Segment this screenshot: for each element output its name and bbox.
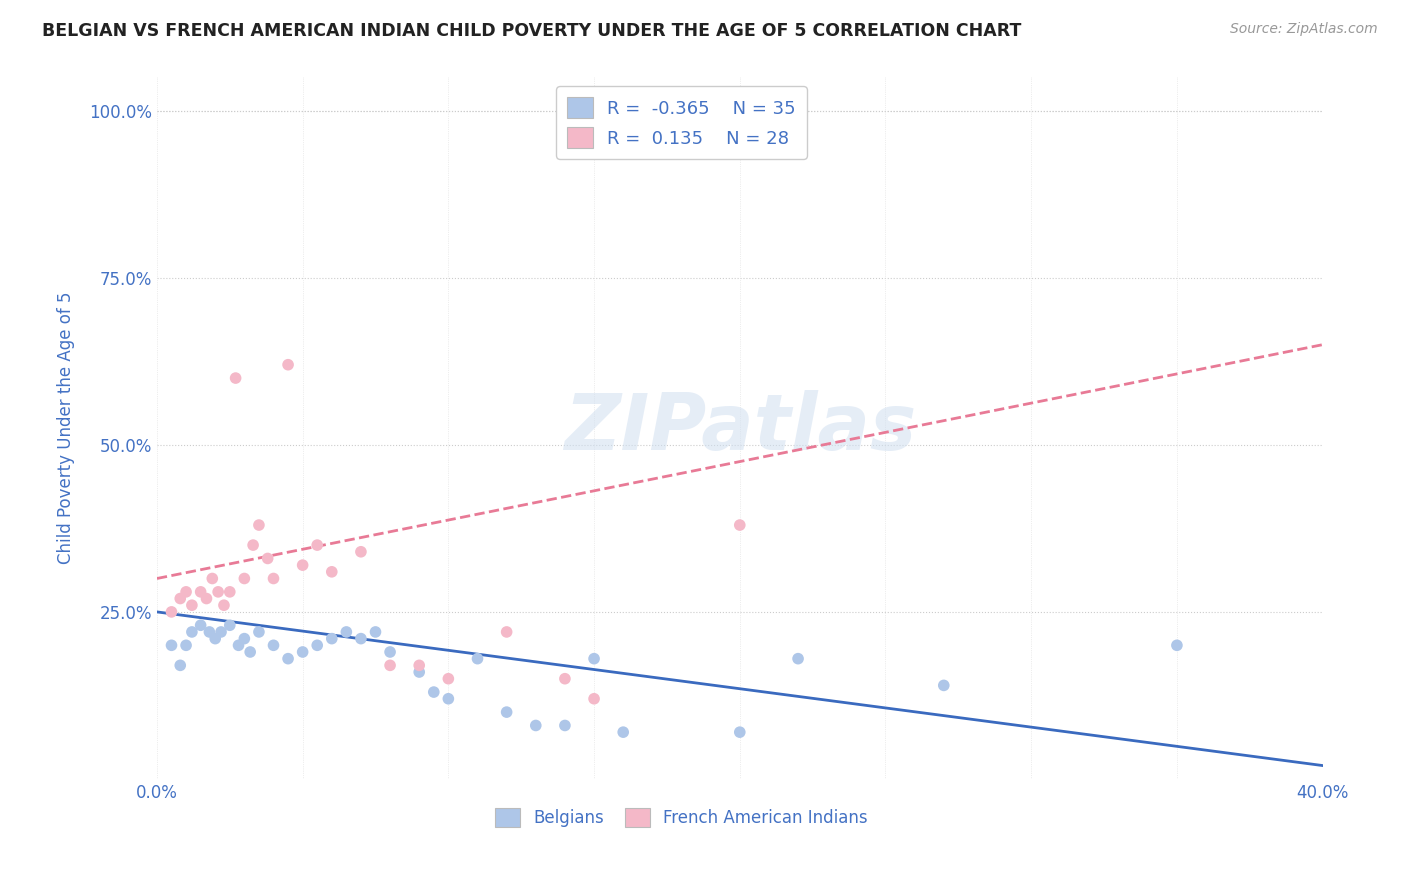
Point <box>190 585 212 599</box>
Point <box>583 651 606 665</box>
Point <box>291 558 314 573</box>
Point <box>180 624 202 639</box>
Point <box>554 718 576 732</box>
Point <box>207 585 229 599</box>
Point <box>1166 638 1188 652</box>
Legend: Belgians, French American Indians: Belgians, French American Indians <box>489 802 875 834</box>
Point <box>180 598 202 612</box>
Point <box>350 545 373 559</box>
Point <box>209 624 232 639</box>
Point <box>554 672 576 686</box>
Point <box>335 624 357 639</box>
Point <box>190 618 212 632</box>
Point <box>378 645 401 659</box>
Point <box>169 658 191 673</box>
Point <box>437 691 460 706</box>
Point <box>423 685 446 699</box>
Point <box>218 618 240 632</box>
Y-axis label: Child Poverty Under the Age of 5: Child Poverty Under the Age of 5 <box>58 292 75 565</box>
Point <box>228 638 250 652</box>
Point <box>408 658 430 673</box>
Point <box>728 725 751 739</box>
Point <box>233 632 256 646</box>
Point <box>225 371 247 385</box>
Text: ZIPatlas: ZIPatlas <box>564 390 915 467</box>
Point <box>277 358 299 372</box>
Point <box>174 638 197 652</box>
Point <box>378 658 401 673</box>
Point <box>247 624 270 639</box>
Point <box>291 645 314 659</box>
Point <box>524 718 547 732</box>
Point <box>495 624 517 639</box>
Point <box>242 538 264 552</box>
Point <box>437 672 460 686</box>
Point <box>364 624 387 639</box>
Point <box>321 632 343 646</box>
Point <box>212 598 235 612</box>
Point <box>932 678 955 692</box>
Point <box>174 585 197 599</box>
Point <box>408 665 430 679</box>
Point <box>247 518 270 533</box>
Point <box>263 572 285 586</box>
Point <box>612 725 634 739</box>
Point <box>218 585 240 599</box>
Point <box>204 632 226 646</box>
Point <box>350 632 373 646</box>
Point <box>321 565 343 579</box>
Point <box>467 651 489 665</box>
Point <box>160 605 183 619</box>
Point <box>263 638 285 652</box>
Point <box>307 538 329 552</box>
Text: BELGIAN VS FRENCH AMERICAN INDIAN CHILD POVERTY UNDER THE AGE OF 5 CORRELATION C: BELGIAN VS FRENCH AMERICAN INDIAN CHILD … <box>42 22 1022 40</box>
Text: Source: ZipAtlas.com: Source: ZipAtlas.com <box>1230 22 1378 37</box>
Point <box>198 624 221 639</box>
Point <box>495 705 517 719</box>
Point <box>277 651 299 665</box>
Point <box>256 551 278 566</box>
Point <box>233 572 256 586</box>
Point <box>583 691 606 706</box>
Point <box>169 591 191 606</box>
Point <box>201 572 224 586</box>
Point <box>239 645 262 659</box>
Point <box>195 591 218 606</box>
Point <box>787 651 810 665</box>
Point <box>307 638 329 652</box>
Point <box>728 518 751 533</box>
Point <box>160 638 183 652</box>
